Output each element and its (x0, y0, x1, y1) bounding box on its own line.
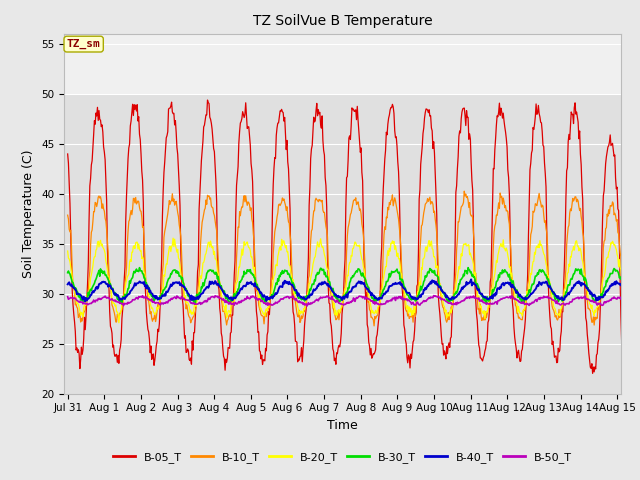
B-50_T (292, 297, 300, 303)
B-40_T (292, 287, 300, 293)
X-axis label: Time: Time (327, 419, 358, 432)
B-10_T (292, 299, 300, 305)
B-40_T (422, 286, 430, 292)
B-40_T (467, 276, 475, 282)
B-30_T (136, 265, 143, 271)
B-05_T (241, 111, 249, 117)
B-20_T (423, 249, 431, 254)
Line: B-05_T: B-05_T (68, 100, 640, 419)
B-30_T (423, 273, 431, 279)
B-50_T (269, 302, 277, 308)
B-50_T (132, 295, 140, 300)
B-30_T (132, 266, 140, 272)
Line: B-20_T: B-20_T (68, 238, 640, 323)
B-40_T (270, 293, 278, 299)
B-30_T (191, 301, 199, 307)
Text: TZ_sm: TZ_sm (67, 39, 100, 49)
B-20_T (64, 248, 72, 254)
B-40_T (81, 299, 89, 304)
B-30_T (64, 270, 72, 276)
B-10_T (132, 201, 140, 207)
B-50_T (456, 300, 463, 305)
B-50_T (430, 293, 438, 299)
Legend: B-05_T, B-10_T, B-20_T, B-30_T, B-40_T, B-50_T: B-05_T, B-10_T, B-20_T, B-30_T, B-40_T, … (108, 447, 577, 467)
Y-axis label: Soil Temperature (C): Soil Temperature (C) (22, 149, 35, 278)
B-20_T (242, 242, 250, 248)
B-30_T (271, 286, 278, 291)
B-10_T (460, 188, 468, 194)
B-10_T (454, 219, 462, 225)
B-10_T (241, 193, 248, 199)
B-30_T (242, 271, 250, 276)
B-50_T (422, 299, 430, 304)
B-50_T (241, 297, 248, 303)
B-50_T (303, 303, 310, 309)
B-40_T (133, 280, 141, 286)
Bar (64, 34, 621, 94)
B-10_T (64, 212, 72, 218)
B-50_T (64, 294, 72, 300)
B-20_T (293, 300, 301, 306)
B-30_T (293, 289, 301, 295)
B-20_T (115, 320, 123, 325)
B-40_T (241, 283, 249, 289)
Line: B-50_T: B-50_T (68, 296, 640, 306)
B-05_T (204, 97, 211, 103)
B-40_T (455, 291, 463, 297)
Line: B-10_T: B-10_T (68, 191, 640, 333)
Title: TZ SoilVue B Temperature: TZ SoilVue B Temperature (253, 14, 432, 28)
Line: B-40_T: B-40_T (68, 279, 640, 301)
B-05_T (132, 108, 140, 114)
B-05_T (270, 165, 278, 171)
B-10_T (269, 251, 277, 257)
B-10_T (422, 201, 429, 207)
B-10_T (628, 330, 636, 336)
B-20_T (133, 240, 141, 245)
B-20_T (456, 266, 463, 272)
B-05_T (292, 338, 300, 344)
B-20_T (169, 235, 177, 241)
B-05_T (64, 151, 72, 157)
B-40_T (64, 281, 72, 287)
B-05_T (625, 416, 633, 421)
B-30_T (456, 281, 463, 287)
Line: B-30_T: B-30_T (68, 268, 640, 304)
B-05_T (422, 106, 430, 112)
B-20_T (271, 272, 278, 278)
B-05_T (455, 133, 463, 139)
